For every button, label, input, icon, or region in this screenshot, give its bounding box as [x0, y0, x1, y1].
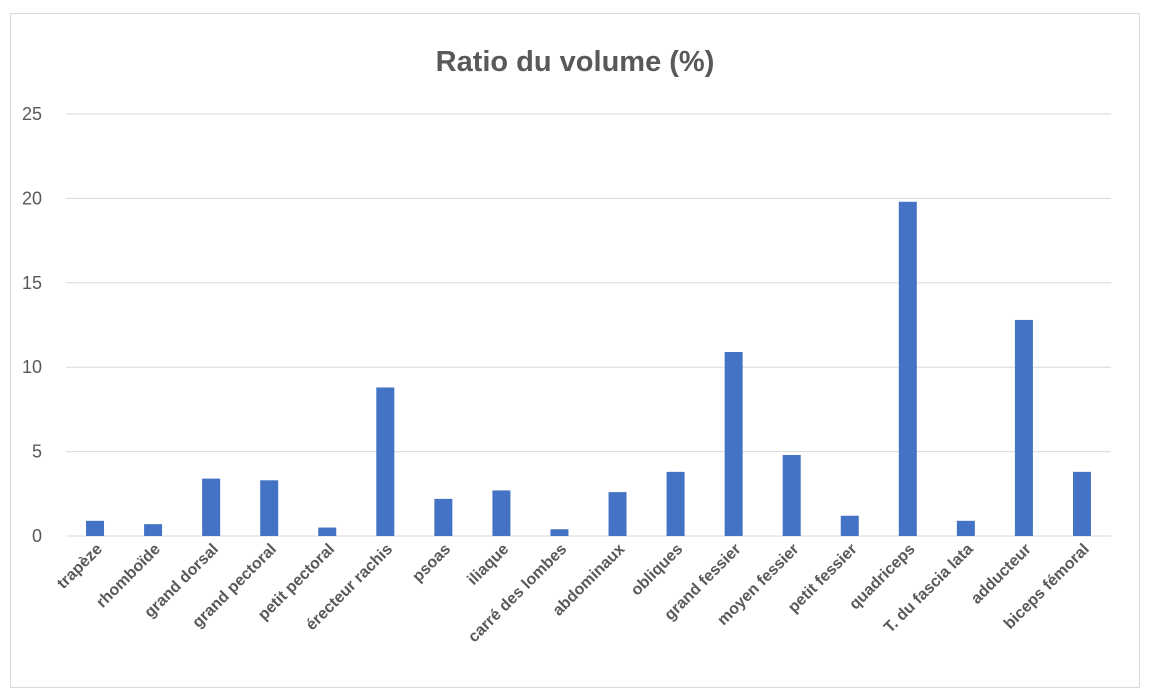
bar [956, 520, 975, 536]
bar [318, 527, 337, 536]
bar [434, 498, 453, 536]
x-tick-label: iliaque [464, 541, 512, 589]
bar [898, 201, 917, 536]
bar [376, 387, 395, 536]
bar [782, 454, 801, 536]
bar [724, 352, 743, 536]
x-tick-label: psoas [409, 541, 454, 586]
bar [1072, 471, 1091, 536]
y-axis-tick-labels: 0 5 10 15 20 25 [22, 104, 42, 546]
bar [260, 480, 279, 536]
x-tick-label: carré des lombes [465, 541, 570, 646]
bar [1014, 319, 1033, 536]
bar [202, 478, 221, 536]
bar [492, 490, 511, 536]
bar [86, 520, 105, 536]
y-tick-label: 25 [22, 104, 42, 124]
y-tick-label: 5 [32, 442, 42, 462]
bar [144, 524, 163, 536]
chart-title: Ratio du volume (%) [436, 46, 715, 78]
bars [86, 201, 1091, 536]
x-tick-label: trapèze [54, 541, 106, 593]
chart-area: Ratio du volume (%) 0 5 10 15 20 25 trapèze rh… [10, 13, 1140, 688]
bar [550, 529, 569, 536]
bar-chart: Ratio du volume (%) 0 5 10 15 20 25 trapèzerh… [22, 46, 1111, 646]
y-tick-label: 0 [32, 526, 42, 546]
y-tick-label: 10 [22, 357, 42, 377]
bar [840, 515, 859, 536]
bar [608, 492, 627, 536]
y-tick-label: 20 [22, 188, 42, 208]
y-tick-label: 15 [22, 273, 42, 293]
gridlines [66, 113, 1111, 537]
x-tick-label: obliques [628, 541, 687, 600]
bar [666, 471, 685, 536]
